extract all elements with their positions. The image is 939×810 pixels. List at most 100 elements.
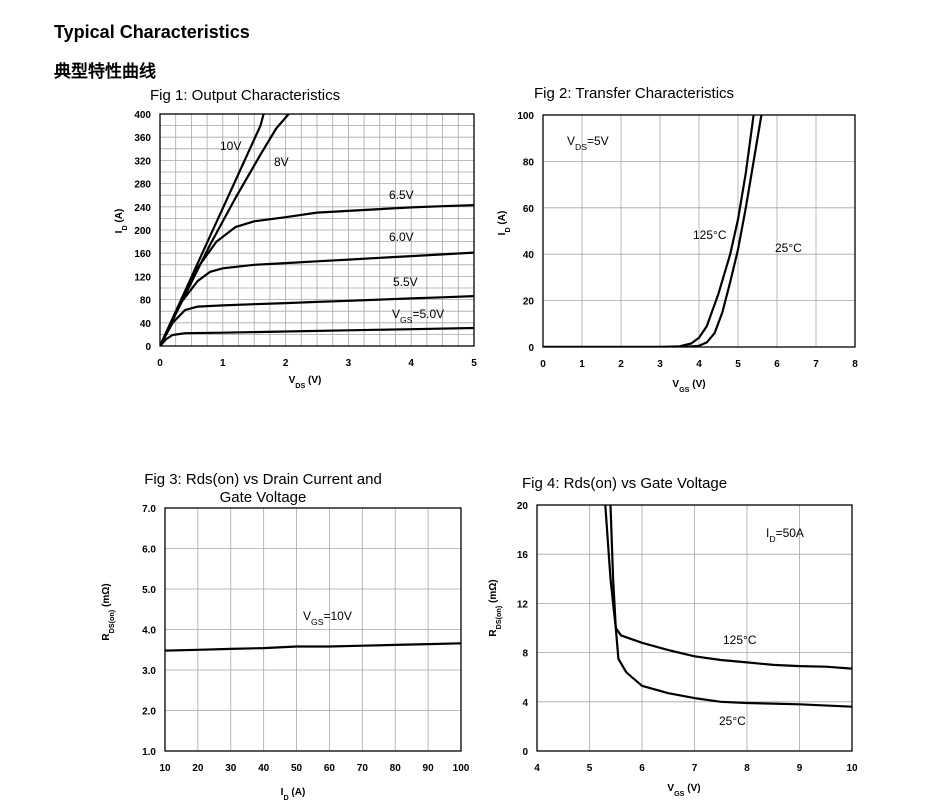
series-label: VGS=10V — [303, 609, 352, 627]
x-axis-label: VDS (V) — [289, 375, 322, 390]
chart-3: 10 20 30 40 50 60 70 80 90 100 1.0 2.0 3.0 4.0 5.0 6.0 7… — [101, 471, 470, 802]
y-tick-label: 360 — [134, 133, 151, 144]
x-tick-label: 4 — [408, 358, 414, 369]
x-tick-label: 1 — [579, 359, 585, 370]
y-tick-label: 8 — [522, 649, 528, 660]
series-group — [604, 505, 852, 708]
x-tick-label: 5 — [587, 763, 593, 774]
y-tick-label: 16 — [517, 550, 529, 561]
page-subtitle: 典型特性曲线 — [54, 62, 156, 82]
y-tick-label: 100 — [517, 111, 534, 122]
y-tick-label: 400 — [134, 110, 151, 121]
y-tick-label: 3.0 — [142, 666, 156, 677]
y-tick-label: 120 — [134, 272, 151, 283]
y-tick-label: 12 — [517, 599, 529, 610]
y-tick-label: 7.0 — [142, 504, 156, 515]
x-tick-label: 0 — [540, 359, 546, 370]
gridlines — [537, 505, 852, 751]
series-label: 6.5V — [389, 188, 414, 202]
x-tick-label: 5 — [735, 359, 741, 370]
chart-annotation: VDS=5V — [567, 134, 609, 152]
x-tick-label: 40 — [258, 763, 270, 774]
y-axis-label: RDS(on) (mΩ) — [101, 583, 116, 640]
y-tick-label: 6.0 — [142, 545, 156, 556]
x-tick-label: 10 — [159, 763, 171, 774]
series-label: 125°C — [723, 633, 757, 647]
chart-title: Fig 3: Rds(on) vs Drain Current and — [144, 471, 382, 488]
chart-title: Fig 4: Rds(on) vs Gate Voltage — [522, 475, 727, 492]
y-tick-label: 40 — [523, 250, 535, 261]
y-tick-label: 320 — [134, 156, 151, 167]
y-tick-label: 4.0 — [142, 626, 156, 637]
x-tick-label: 1 — [220, 358, 226, 369]
x-tick-label: 90 — [423, 763, 435, 774]
y-tick-label: 0 — [145, 342, 151, 353]
y-axis-label: RDS(on) (mΩ) — [488, 579, 503, 636]
x-tick-label: 5 — [471, 358, 477, 369]
x-tick-label: 7 — [813, 359, 819, 370]
y-axis-label: ID (A) — [114, 209, 129, 234]
y-tick-label: 4 — [522, 698, 528, 709]
plot-frame — [159, 113, 475, 347]
plot-frame — [164, 507, 462, 752]
series-group — [160, 114, 474, 346]
y-axis-label: ID (A) — [497, 211, 512, 236]
x-tick-label: 9 — [797, 763, 803, 774]
series-label: 25°C — [719, 714, 746, 728]
x-tick-label: 80 — [390, 763, 402, 774]
series-line-5.5v — [160, 295, 474, 346]
x-tick-label: 6 — [639, 763, 645, 774]
x-tick-label: 3 — [346, 358, 352, 369]
plot-frame — [542, 114, 856, 348]
series-line-6.5v — [160, 204, 474, 346]
y-tick-label: 20 — [517, 501, 529, 512]
series-label: 8V — [274, 155, 289, 169]
x-tick-label: 6 — [774, 359, 780, 370]
x-tick-label: 8 — [852, 359, 858, 370]
y-tick-label: 40 — [140, 319, 152, 330]
x-tick-label: 100 — [453, 763, 470, 774]
x-tick-label: 8 — [744, 763, 750, 774]
y-tick-label: 2.0 — [142, 707, 156, 718]
chart-title-line2: Gate Voltage — [220, 489, 307, 506]
x-tick-label: 0 — [157, 358, 163, 369]
series-line-vgs10v — [165, 642, 461, 652]
series-group — [165, 642, 461, 652]
series-label: 10V — [220, 139, 241, 153]
series-line-125c — [604, 505, 852, 670]
series-line-6.0v — [160, 251, 474, 346]
x-tick-label: 7 — [692, 763, 698, 774]
series-label: 125°C — [693, 228, 727, 242]
gridlines — [165, 508, 461, 751]
y-tick-label: 200 — [134, 226, 151, 237]
chart-title: Fig 2: Transfer Characteristics — [534, 85, 734, 102]
series-label: 25°C — [775, 241, 802, 255]
x-tick-label: 3 — [657, 359, 663, 370]
gridlines — [543, 115, 855, 347]
x-tick-label: 50 — [291, 763, 303, 774]
series-line-25c — [543, 115, 763, 347]
x-tick-label: 4 — [696, 359, 702, 370]
x-tick-label: 60 — [324, 763, 336, 774]
series-label: 6.0V — [389, 230, 414, 244]
series-line-25c — [609, 505, 852, 708]
page-title: Typical Characteristics — [54, 22, 250, 42]
chart-1: 0 1 2 3 4 5 0 40 80 120 160 200 240 280 320 360 400 Fig 1… — [114, 87, 477, 390]
y-tick-label: 80 — [140, 296, 152, 307]
y-tick-label: 60 — [523, 204, 535, 215]
y-tick-label: 0 — [522, 747, 528, 758]
series-line-vgs5.0v — [160, 326, 474, 346]
x-axis-label: ID (A) — [281, 787, 306, 802]
x-tick-label: 2 — [618, 359, 624, 370]
y-tick-label: 160 — [134, 249, 151, 260]
x-axis-label: VGS (V) — [667, 783, 700, 798]
y-tick-label: 240 — [134, 203, 151, 214]
x-tick-label: 20 — [192, 763, 204, 774]
x-tick-label: 30 — [225, 763, 237, 774]
x-axis-label: VGS (V) — [672, 379, 705, 394]
y-tick-label: 20 — [523, 297, 535, 308]
y-tick-label: 80 — [523, 157, 535, 168]
series-label: VGS=5.0V — [392, 307, 444, 325]
